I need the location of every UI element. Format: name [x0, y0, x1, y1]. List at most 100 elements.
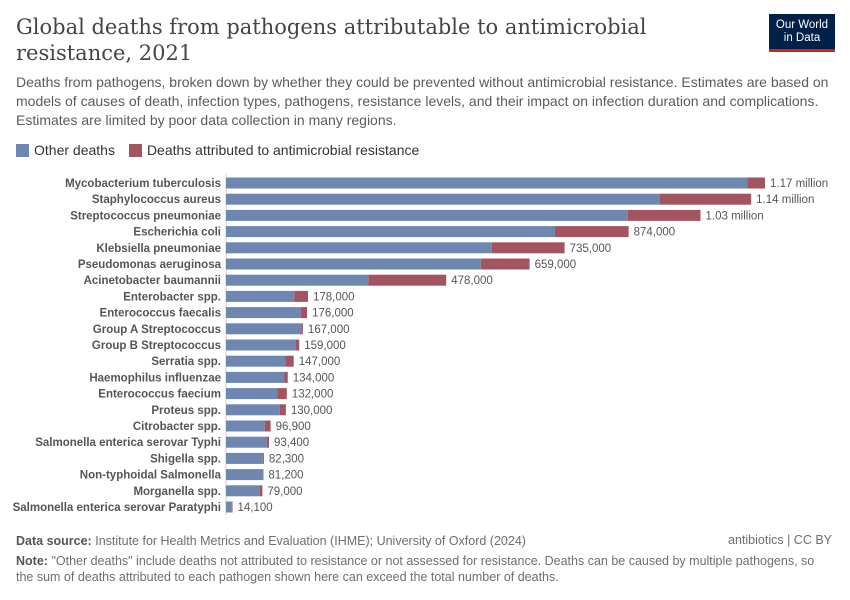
data-label: 735,000 — [570, 243, 612, 255]
logo-line-1: Our World — [775, 19, 829, 31]
category-label: Haemophilus influenzae — [89, 372, 221, 384]
bar-amr — [296, 339, 300, 351]
bar-other — [226, 485, 260, 497]
bar-amr — [259, 485, 263, 497]
data-label: 134,000 — [293, 372, 335, 384]
bar-amr — [264, 420, 271, 432]
data-label: 130,000 — [291, 405, 333, 417]
bar-other — [226, 193, 660, 205]
bar-other — [226, 355, 286, 367]
bar-amr — [491, 242, 565, 254]
chart-subtitle: Deaths from pathogens, broken down by wh… — [16, 74, 829, 128]
bar-other — [226, 242, 492, 254]
data-label: 167,000 — [308, 324, 350, 336]
bar-other — [226, 274, 369, 286]
source-text[interactable]: Institute for Health Metrics and Evaluat… — [95, 534, 526, 548]
legend-swatch-amr — [128, 143, 142, 157]
license[interactable]: antibiotics | CC BY — [728, 533, 832, 547]
bar-amr — [262, 469, 264, 481]
data-label: 96,900 — [276, 421, 311, 433]
bar-other — [226, 469, 263, 481]
category-label: Morganella spp. — [133, 486, 221, 498]
bar-other — [226, 209, 628, 221]
data-label: 82,300 — [269, 453, 304, 465]
bar-other — [226, 404, 280, 416]
data-source: Data source: Institute for Health Metric… — [16, 533, 526, 549]
data-label: 1.14 million — [756, 194, 814, 206]
data-label: 79,000 — [267, 486, 302, 498]
bar-other — [226, 371, 285, 383]
bar-other — [226, 258, 481, 270]
bar-other — [226, 452, 263, 464]
data-label: 132,000 — [292, 389, 334, 401]
category-label: Enterobacter spp. — [123, 291, 221, 303]
bar-other — [226, 436, 267, 448]
bar-other — [226, 226, 555, 238]
category-label: Shigella spp. — [150, 453, 221, 465]
data-label: 93,400 — [274, 437, 309, 449]
data-label: 178,000 — [313, 291, 355, 303]
bar-other — [226, 323, 303, 335]
category-label: Streptococcus pneumoniae — [70, 210, 221, 222]
bar-amr — [368, 274, 447, 286]
data-label: 81,200 — [268, 470, 303, 482]
legend: Other deaths Deaths attributed to antimi… — [16, 142, 419, 158]
bar-amr — [285, 355, 294, 367]
bar-other — [226, 501, 232, 513]
bar-other — [226, 307, 301, 319]
source-label: Data source: — [16, 534, 92, 548]
category-label: Enterococcus faecium — [98, 389, 221, 401]
category-label: Klebsiella pneumoniae — [96, 243, 221, 255]
bar-amr — [480, 258, 530, 270]
chart-title: Global deaths from pathogens attributabl… — [16, 15, 647, 65]
bar-amr — [747, 177, 765, 189]
category-label: Pseudomonas aeruginosa — [78, 259, 222, 271]
data-label: 1.03 million — [706, 210, 764, 222]
category-label: Escherichia coli — [133, 227, 221, 239]
bar-amr — [300, 307, 308, 319]
legend-item-other[interactable]: Other deaths — [16, 142, 115, 158]
data-label: 1.17 million — [770, 178, 828, 190]
bar-amr — [302, 323, 303, 335]
note: Note: "Other deaths" include deaths not … — [16, 553, 831, 585]
category-label: Group B Streptococcus — [92, 340, 221, 352]
legend-swatch-other — [16, 143, 29, 157]
legend-label-amr: Deaths attributed to antimicrobial resis… — [146, 142, 420, 158]
bar-amr — [294, 290, 309, 302]
category-label: Citrobacter spp. — [133, 421, 221, 433]
owid-logo[interactable]: Our World in Data — [769, 14, 835, 52]
data-label: 159,000 — [304, 340, 346, 352]
data-label: 14,100 — [237, 502, 272, 514]
logo-line-2: in Data — [783, 32, 821, 44]
bar-amr — [279, 404, 286, 416]
note-label: Note: — [16, 554, 48, 568]
data-label: 874,000 — [634, 227, 676, 239]
category-label: Group A Streptococcus — [93, 324, 221, 336]
category-label: Staphylococcus aureus — [92, 194, 221, 206]
category-label: Acinetobacter baumannii — [84, 275, 221, 287]
legend-label-other: Other deaths — [34, 142, 115, 158]
bar-amr — [627, 209, 701, 221]
bar-other — [226, 290, 295, 302]
category-label: Salmonella enterica serovar Typhi — [35, 437, 221, 449]
bar-amr — [262, 452, 264, 464]
bar-other — [226, 420, 265, 432]
category-label: Mycobacterium tuberculosis — [65, 178, 221, 190]
bar-amr — [554, 226, 629, 238]
bar-amr — [659, 193, 752, 205]
data-label: 176,000 — [312, 308, 354, 320]
bar-amr — [266, 436, 270, 448]
data-label: 147,000 — [299, 356, 341, 368]
data-label: 659,000 — [535, 259, 577, 271]
bar-amr — [277, 388, 287, 400]
bar-other — [226, 177, 748, 189]
legend-item-amr[interactable]: Deaths attributed to antimicrobial resis… — [128, 142, 420, 158]
note-text: "Other deaths" include deaths not attrib… — [16, 554, 815, 584]
bar-amr — [284, 371, 288, 383]
category-label: Serratia spp. — [151, 356, 221, 368]
category-label: Salmonella enterica serovar Paratyphi — [13, 502, 221, 514]
category-label: Enterococcus faecalis — [100, 308, 221, 320]
category-label: Non-typhoidal Salmonella — [80, 470, 222, 482]
